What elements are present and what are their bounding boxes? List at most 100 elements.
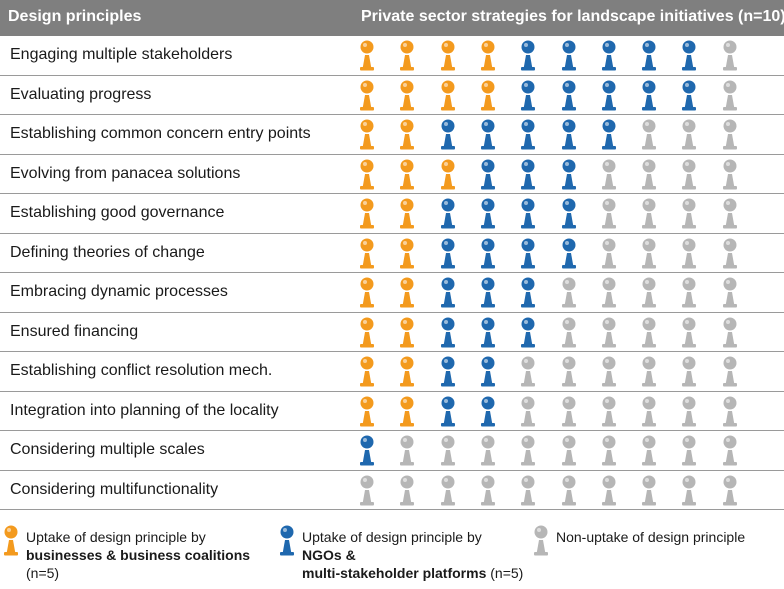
- business-pawn-icon: [440, 159, 455, 189]
- table-row: Evolving from panacea solutions: [0, 155, 784, 194]
- business-pawn-icon: [400, 40, 415, 71]
- row-label: Establishing good governance: [10, 204, 225, 221]
- business-pawn-icon: [360, 40, 374, 71]
- business-pawn-icon: [400, 119, 415, 150]
- legend-business-line1: Uptake of design principle by: [26, 529, 206, 545]
- chart-title: Private sector strategies for landscape …: [361, 8, 784, 25]
- none-pawn-icon: [642, 396, 657, 426]
- none-pawn-icon: [642, 119, 657, 150]
- none-pawn-icon: [601, 238, 616, 268]
- ngo-pawn-icon: [521, 80, 536, 110]
- ngo-pawn-icon: [480, 119, 495, 150]
- none-pawn-icon: [682, 277, 697, 308]
- business-pawn-icon: [4, 525, 18, 556]
- business-pawn-icon: [400, 317, 415, 347]
- none-pawn-icon: [642, 159, 657, 189]
- ngo-pawn-icon: [480, 356, 495, 387]
- none-pawn-icon: [642, 356, 657, 387]
- row-label: Considering multiple scales: [10, 441, 205, 458]
- ngo-pawn-icon: [601, 40, 616, 71]
- ngo-pawn-icon: [561, 40, 576, 71]
- ngo-pawn-icon: [561, 80, 576, 110]
- none-pawn-icon: [722, 40, 737, 71]
- table-row: Evaluating progress: [0, 76, 784, 115]
- table-row: Establishing common concern entry points: [0, 115, 784, 155]
- ngo-pawn-icon: [280, 525, 294, 556]
- ngo-pawn-icon: [480, 317, 495, 347]
- business-pawn-icon: [360, 277, 374, 308]
- none-pawn-icon: [682, 119, 697, 150]
- ngo-pawn-icon: [561, 198, 576, 229]
- none-pawn-icon: [601, 435, 616, 466]
- ngo-pawn-icon: [440, 238, 455, 268]
- none-pawn-icon: [722, 356, 737, 387]
- ngo-pawn-icon: [440, 396, 455, 426]
- none-pawn-icon: [722, 238, 737, 268]
- none-pawn-icon: [682, 396, 697, 426]
- business-pawn-icon: [360, 238, 374, 268]
- none-pawn-icon: [722, 396, 737, 426]
- none-pawn-icon: [682, 317, 697, 347]
- none-pawn-icon: [440, 475, 455, 505]
- none-pawn-icon: [682, 198, 697, 229]
- ngo-pawn-icon: [521, 277, 536, 308]
- none-pawn-icon: [682, 356, 697, 387]
- ngo-pawn-icon: [521, 40, 536, 71]
- none-pawn-icon: [480, 475, 495, 505]
- row-label: Evaluating progress: [10, 85, 152, 103]
- business-pawn-icon: [360, 159, 374, 189]
- none-pawn-icon: [642, 238, 657, 268]
- none-pawn-icon: [682, 475, 697, 505]
- none-pawn-icon: [682, 435, 697, 466]
- none-pawn-icon: [601, 159, 616, 189]
- business-pawn-icon: [360, 119, 374, 150]
- row-label: Integration into planning of the localit…: [10, 401, 279, 419]
- business-pawn-icon: [360, 396, 374, 426]
- principles-table: Engaging multiple stakeholders Evaluating…: [0, 36, 784, 510]
- ngo-pawn-icon: [480, 277, 495, 308]
- none-pawn-icon: [722, 80, 737, 110]
- none-pawn-icon: [601, 396, 616, 426]
- ngo-pawn-icon: [440, 317, 455, 347]
- none-pawn-icon: [561, 356, 576, 387]
- business-pawn-icon: [400, 159, 415, 189]
- legend-ngo-note: (n=5): [490, 565, 524, 581]
- none-pawn-icon: [642, 317, 657, 347]
- row-header-title: Design principles: [8, 8, 142, 25]
- ngo-pawn-icon: [601, 80, 616, 110]
- none-pawn-icon: [722, 159, 737, 189]
- row-label: Establishing conflict resolution mech.: [10, 362, 273, 379]
- business-pawn-icon: [400, 198, 415, 229]
- legend-business-note: (n=5): [26, 565, 60, 581]
- none-pawn-icon: [722, 198, 737, 229]
- business-pawn-icon: [440, 80, 455, 110]
- business-pawn-icon: [480, 80, 495, 110]
- row-label: Establishing common concern entry points: [10, 125, 311, 142]
- none-pawn-icon: [521, 396, 536, 426]
- ngo-pawn-icon: [521, 317, 536, 347]
- none-pawn-icon: [400, 475, 415, 505]
- ngo-pawn-icon: [682, 40, 697, 71]
- none-pawn-icon: [561, 317, 576, 347]
- business-pawn-icon: [360, 317, 374, 347]
- ngo-pawn-icon: [480, 198, 495, 229]
- business-pawn-icon: [360, 356, 374, 387]
- row-label: Considering multifunctionality: [10, 480, 219, 498]
- ngo-pawn-icon: [440, 119, 455, 150]
- none-pawn-icon: [561, 435, 576, 466]
- row-label: Engaging multiple stakeholders: [10, 46, 233, 63]
- ngo-pawn-icon: [440, 277, 455, 308]
- business-pawn-icon: [400, 277, 415, 308]
- table-row: Ensured financing: [0, 313, 784, 352]
- legend-none-line1: Non-uptake of design principle: [556, 529, 746, 545]
- ngo-pawn-icon: [521, 119, 536, 150]
- ngo-pawn-icon: [521, 198, 536, 229]
- none-pawn-icon: [440, 435, 455, 466]
- ngo-pawn-icon: [480, 238, 495, 268]
- legend-ngo-bold-1: NGOs &: [302, 547, 356, 563]
- none-pawn-icon: [561, 396, 576, 426]
- none-pawn-icon: [521, 435, 536, 466]
- business-pawn-icon: [400, 80, 415, 110]
- none-pawn-icon: [642, 277, 657, 308]
- business-pawn-icon: [400, 238, 415, 268]
